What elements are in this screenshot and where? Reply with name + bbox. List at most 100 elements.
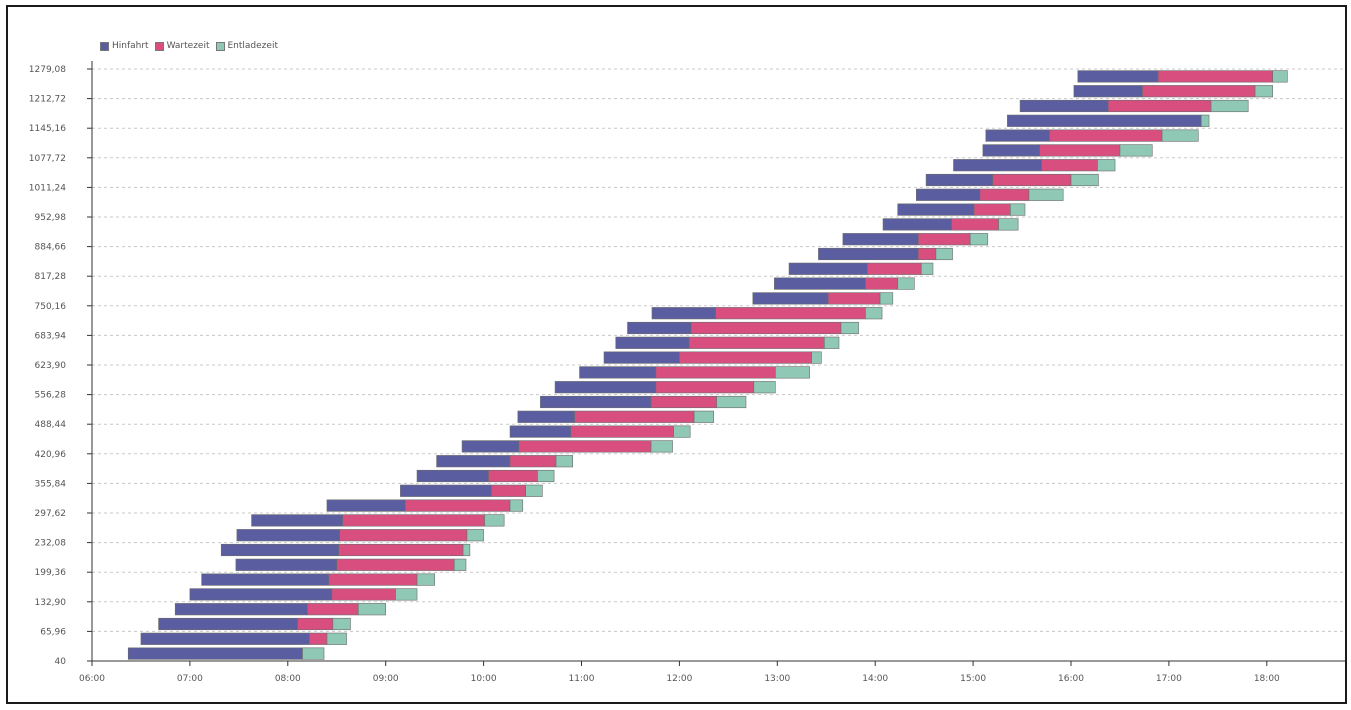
bar-entladezeit [395, 588, 418, 601]
bar-wartezeit [509, 455, 557, 468]
bar-wartezeit [339, 529, 468, 542]
legend-item: Wartezeit [154, 41, 210, 51]
bar-entladezeit [1200, 114, 1210, 127]
bar-entladezeit [998, 218, 1019, 231]
bar-hinfahrt [842, 233, 919, 246]
bar-wartezeit [328, 573, 418, 586]
bar-hinfahrt [925, 173, 993, 187]
bar-hinfahrt [1077, 70, 1159, 83]
bar-wartezeit [342, 514, 485, 527]
bar-wartezeit [1142, 85, 1256, 98]
legend-item: Entladezeit [215, 41, 278, 51]
bar-wartezeit [865, 277, 899, 290]
bar-entladezeit [897, 277, 915, 290]
bar-entladezeit [673, 425, 691, 438]
bar-hinfahrt [985, 129, 1050, 142]
bar-hinfahrt [916, 188, 981, 201]
bar-hinfahrt [220, 543, 340, 557]
legend-label: Entladezeit [227, 41, 278, 51]
y-tick-label: 817,28 [35, 272, 67, 282]
bar-wartezeit [973, 203, 1011, 216]
bar-wartezeit [979, 188, 1030, 201]
bar-entladezeit [1097, 159, 1116, 172]
bar-entladezeit [509, 499, 524, 512]
bar-entladezeit [1119, 144, 1153, 157]
bar-wartezeit [715, 307, 866, 320]
bar-entladezeit [416, 573, 435, 586]
y-tick-label: 1077,72 [29, 154, 66, 164]
y-tick-label: 40 [55, 657, 67, 667]
bar-hinfahrt [127, 647, 303, 660]
legend-swatch [100, 41, 109, 51]
x-tick-label: 06:00 [79, 674, 105, 684]
bar-wartezeit [518, 440, 652, 453]
x-tick-label: 18:00 [1254, 674, 1280, 684]
bar-entladezeit [484, 514, 505, 527]
x-tick-label: 11:00 [569, 674, 595, 684]
x-tick-label: 08:00 [275, 674, 301, 684]
x-tick-label: 14:00 [862, 674, 888, 684]
bar-hinfahrt [140, 632, 310, 645]
bar-entladezeit [1070, 173, 1099, 187]
bar-hinfahrt [201, 573, 330, 586]
x-tick-label: 13:00 [764, 674, 790, 684]
x-tick-label: 12:00 [666, 674, 692, 684]
legend-swatch [154, 41, 164, 51]
bar-hinfahrt [818, 247, 919, 261]
bar-hinfahrt [1073, 85, 1143, 98]
y-tick-label: 297,62 [35, 509, 67, 519]
bar-hinfahrt [554, 381, 657, 394]
bar-hinfahrt [251, 514, 343, 527]
y-tick-label: 623,90 [35, 361, 67, 371]
x-tick-label: 16:00 [1058, 674, 1084, 684]
bar-entladezeit [525, 484, 543, 497]
bar-entladezeit [332, 617, 351, 631]
x-tick-label: 09:00 [373, 674, 399, 684]
bar-entladezeit [879, 292, 894, 305]
bar-entladezeit [555, 455, 573, 468]
y-tick-label: 232,08 [35, 539, 67, 549]
x-tick-label: 15:00 [960, 674, 986, 684]
bar-wartezeit [491, 484, 526, 497]
bar-hinfahrt [517, 410, 575, 423]
bar-hinfahrt [982, 144, 1040, 157]
bar-wartezeit [1041, 159, 1098, 172]
bar-hinfahrt [174, 603, 308, 616]
bar-hinfahrt [400, 484, 492, 497]
bar-entladezeit [823, 336, 840, 349]
bar-entladezeit [840, 321, 859, 335]
bar-hinfahrt [436, 455, 511, 468]
bar-hinfahrt [540, 395, 652, 409]
y-tick-label: 355,84 [35, 479, 67, 489]
bar-entladezeit [920, 262, 934, 275]
bar-wartezeit [992, 173, 1072, 187]
bar-hinfahrt [627, 321, 692, 335]
legend-item: Hinfahrt [100, 41, 149, 51]
bar-hinfahrt [882, 218, 952, 231]
y-tick-label: 952,98 [35, 213, 67, 223]
bar-entladezeit [753, 381, 776, 394]
bar-wartezeit [404, 499, 511, 512]
bar-entladezeit [716, 395, 747, 409]
legend-label: Hinfahrt [112, 41, 149, 51]
bar-wartezeit [307, 603, 359, 616]
bar-entladezeit [1210, 99, 1249, 113]
bar-hinfahrt [509, 425, 572, 438]
y-tick-label: 1279,08 [29, 65, 66, 75]
bar-hinfahrt [326, 499, 406, 512]
bar-wartezeit [690, 321, 842, 335]
bar-wartezeit [1157, 70, 1273, 83]
bar-hinfahrt [651, 307, 716, 320]
bar-wartezeit [297, 617, 334, 631]
bar-hinfahrt [461, 440, 520, 453]
legend-swatch [215, 41, 225, 51]
bar-wartezeit [655, 381, 755, 394]
y-tick-label: 199,36 [35, 568, 67, 578]
bar-hinfahrt [788, 262, 868, 275]
bar-wartezeit [309, 632, 328, 645]
bar-wartezeit [917, 233, 971, 246]
bar-wartezeit [1039, 144, 1121, 157]
stacked-bar-chart: 40 65,96 132,90 199,36 232,08 297,62 355,84 420… [29, 61, 1345, 684]
bar-wartezeit [688, 336, 825, 349]
bar-entladezeit [650, 440, 673, 453]
